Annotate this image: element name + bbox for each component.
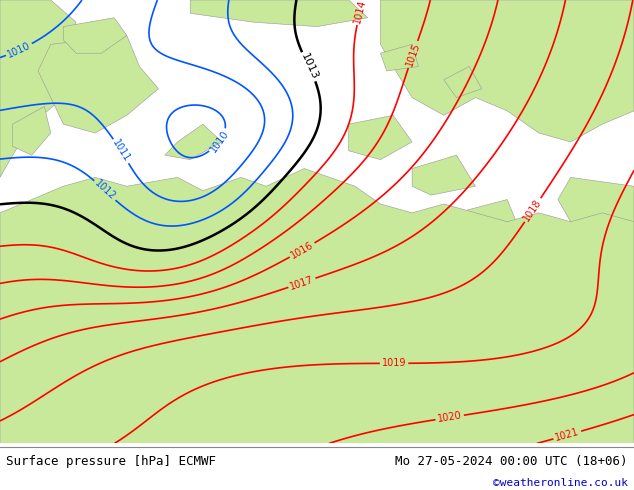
Polygon shape [558, 177, 634, 266]
Polygon shape [190, 0, 368, 26]
Polygon shape [380, 44, 418, 71]
Text: 1016: 1016 [289, 240, 315, 261]
Text: ©weatheronline.co.uk: ©weatheronline.co.uk [493, 478, 628, 488]
Polygon shape [0, 0, 89, 177]
Polygon shape [456, 199, 520, 240]
Text: Surface pressure [hPa] ECMWF: Surface pressure [hPa] ECMWF [6, 455, 216, 467]
Polygon shape [13, 106, 51, 155]
Text: 1015: 1015 [404, 41, 422, 68]
Text: 1013: 1013 [299, 52, 320, 81]
Text: 1018: 1018 [522, 197, 544, 223]
Polygon shape [380, 0, 634, 142]
Polygon shape [444, 67, 482, 98]
Text: 1014: 1014 [353, 0, 368, 24]
Text: 1012: 1012 [93, 178, 117, 202]
Text: Mo 27-05-2024 00:00 UTC (18+06): Mo 27-05-2024 00:00 UTC (18+06) [395, 455, 628, 467]
Text: 1010: 1010 [208, 128, 231, 154]
Polygon shape [0, 169, 634, 443]
Polygon shape [412, 155, 476, 195]
Polygon shape [38, 35, 158, 133]
Polygon shape [63, 18, 127, 53]
Text: 1019: 1019 [382, 358, 406, 368]
Text: 1020: 1020 [437, 411, 463, 424]
Text: 1010: 1010 [6, 40, 32, 60]
Polygon shape [349, 115, 412, 160]
Text: 1011: 1011 [110, 138, 132, 164]
Polygon shape [165, 124, 222, 160]
Text: 1017: 1017 [288, 274, 315, 292]
Text: 1021: 1021 [554, 427, 581, 443]
